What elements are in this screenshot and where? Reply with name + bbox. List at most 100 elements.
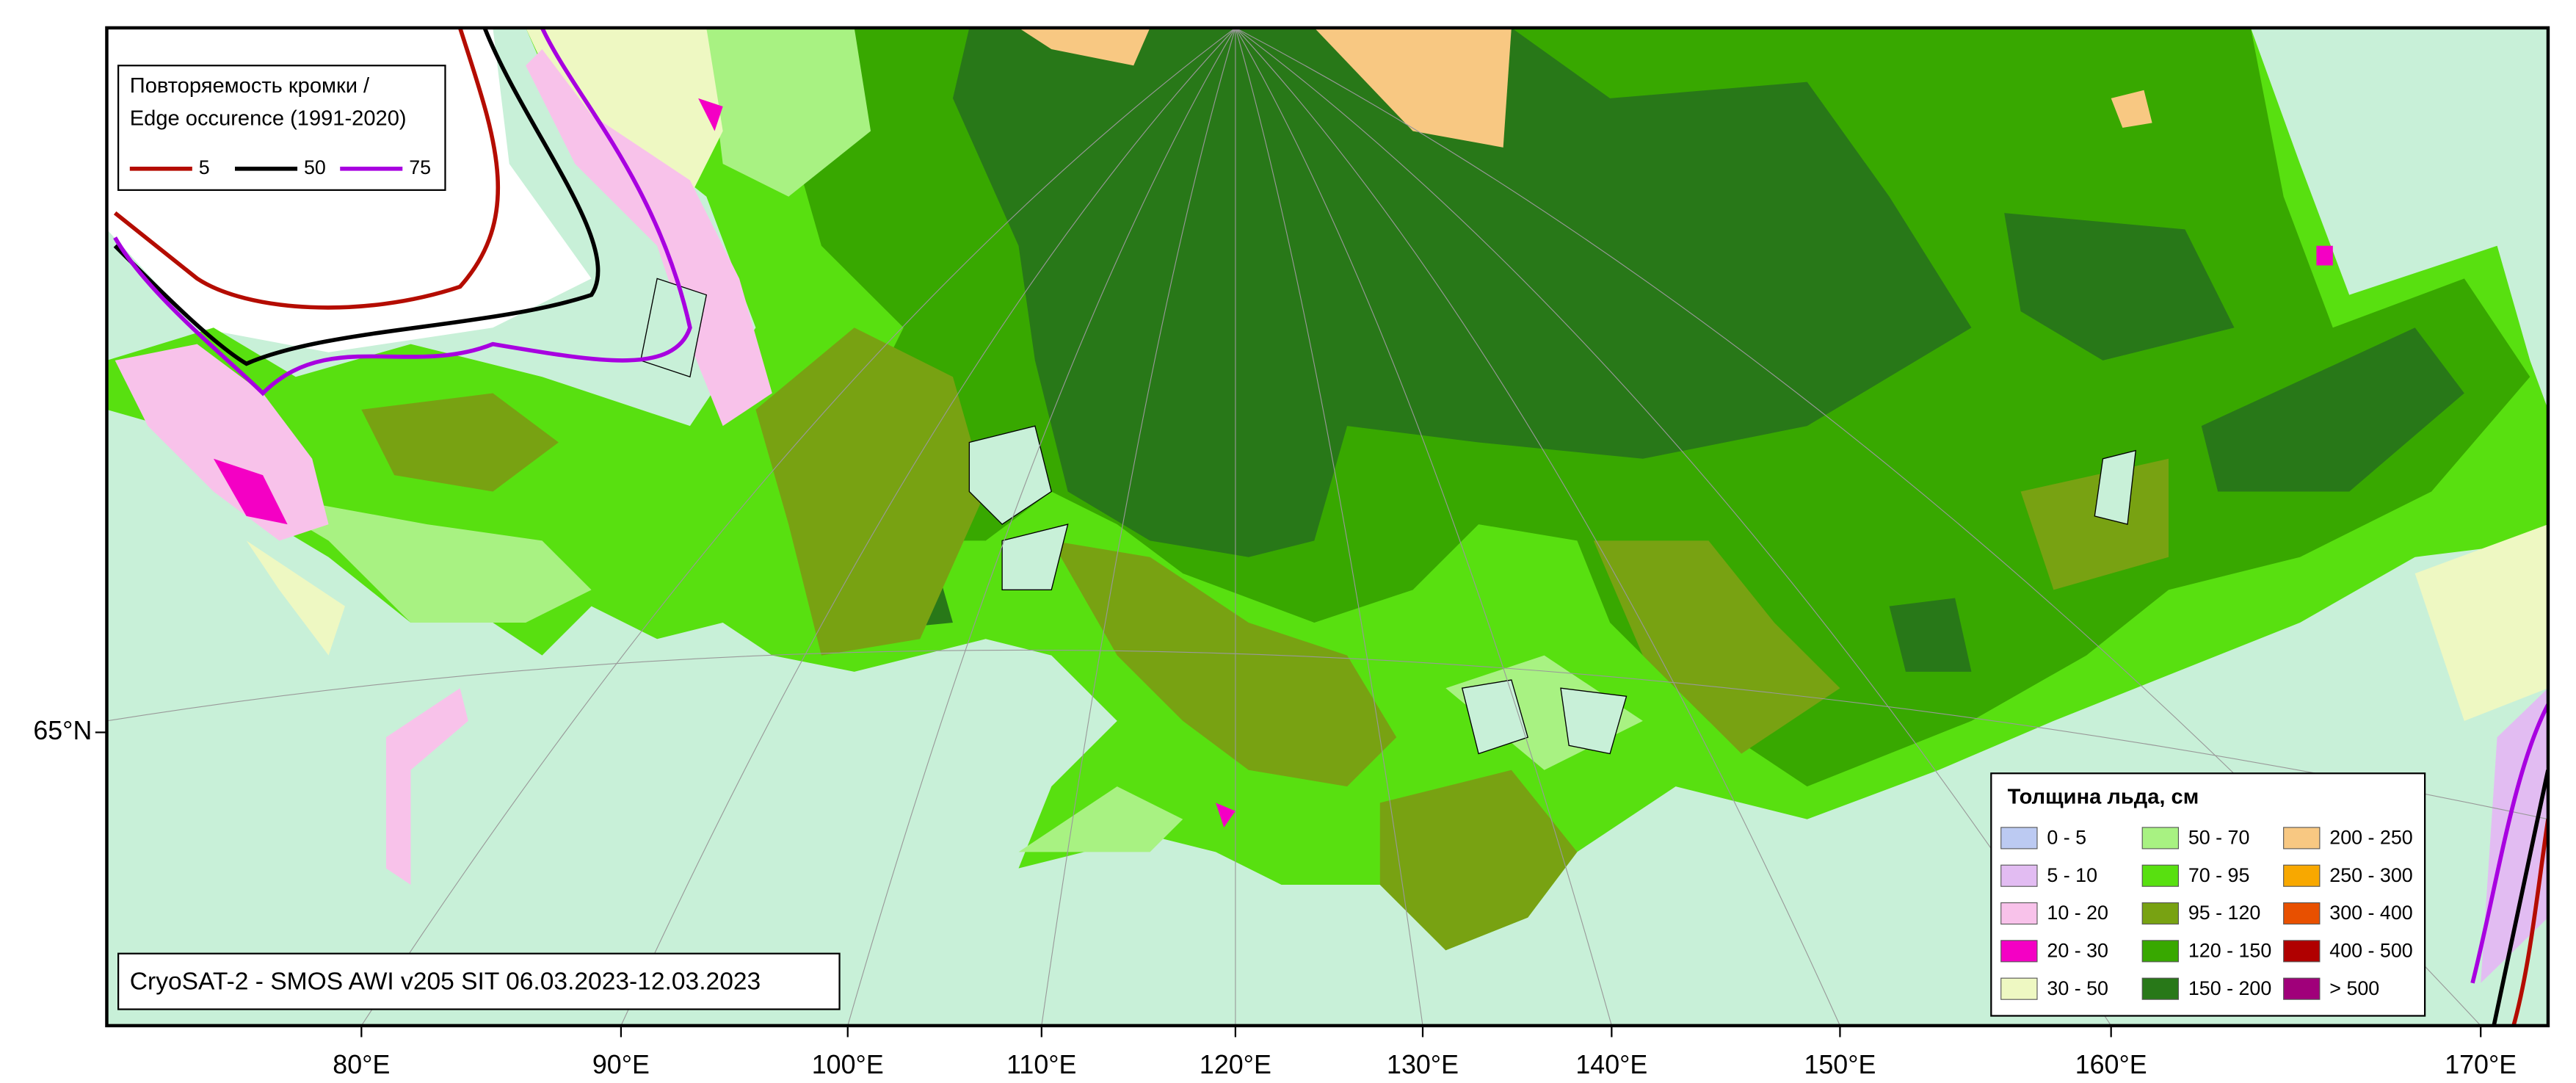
legend-label: 10 - 20 (2047, 902, 2108, 924)
x-tick-label: 130°E (1387, 1050, 1459, 1079)
y-tick-label: 65°N (33, 716, 92, 745)
x-tick-label: 110°E (1006, 1050, 1076, 1079)
edge-line (2470, 703, 2548, 984)
ice-area (1051, 540, 1397, 787)
edge-line (113, 27, 692, 396)
x-tick-label: 120°E (1200, 1050, 1271, 1079)
ice-area (115, 344, 329, 541)
ice-area (755, 327, 986, 656)
island (1560, 687, 1628, 755)
legend-label: 400 - 500 (2329, 940, 2412, 962)
ice-area (2004, 213, 2235, 361)
legend-label: 200 - 250 (2329, 827, 2412, 849)
legend-swatch (2141, 940, 2179, 963)
map-body (106, 27, 2548, 1026)
ice-area (1379, 769, 1578, 951)
ice-area (1593, 540, 1840, 754)
legend-label: 70 - 95 (2188, 864, 2250, 886)
legend-swatch (2000, 827, 2038, 850)
ice-area (1889, 598, 1972, 672)
edge-legend-title: Edge occurence (1991-2020) (130, 107, 407, 131)
ice-area (698, 98, 723, 131)
x-tick-label: 80°E (333, 1050, 390, 1079)
graticule (847, 27, 1236, 1026)
legend-swatch (2283, 977, 2321, 1000)
thickness-legend-title: Толщина льда, см (2008, 785, 2199, 808)
ice-area (213, 458, 288, 525)
legend-swatch (2000, 977, 2038, 1000)
ice-area (2414, 524, 2548, 721)
ice-area (246, 540, 345, 656)
ice-area (2201, 327, 2464, 492)
ice-area (952, 27, 1972, 557)
island (639, 278, 708, 378)
x-tick-label: 170°E (2445, 1050, 2517, 1079)
edge-legend-label: 75 (409, 156, 431, 178)
legend-swatch (2000, 864, 2038, 887)
edge-legend-title: Повторяемость кромки / (130, 74, 370, 98)
legend-label: 30 - 50 (2047, 977, 2108, 999)
edge-line (113, 27, 601, 366)
legend-label: 20 - 30 (2047, 940, 2108, 962)
legend-swatch (2141, 902, 2179, 925)
legend-label: 5 - 10 (2047, 864, 2097, 886)
x-tick-label: 90°E (592, 1050, 650, 1079)
edge-line (113, 27, 501, 310)
ice-area (2111, 90, 2152, 128)
graticule (1235, 27, 1612, 1026)
legend-swatch (2141, 827, 2179, 850)
legend-label: > 500 (2329, 977, 2379, 999)
island (1461, 679, 1529, 755)
ice-area (246, 491, 592, 623)
ice-area (706, 27, 871, 197)
ice-area (1314, 27, 1512, 148)
x-tick-label: 100°E (812, 1050, 884, 1079)
caption-box (117, 952, 841, 1010)
legend-label: 300 - 400 (2329, 902, 2412, 924)
legend-label: 50 - 70 (2188, 827, 2250, 849)
edge-line (2492, 769, 2548, 1026)
legend-swatch (2283, 864, 2321, 887)
legend-swatch (2283, 940, 2321, 963)
x-tick-label: 150°E (1804, 1050, 1876, 1079)
legend-label: 150 - 200 (2188, 977, 2271, 999)
graticule (106, 649, 2548, 820)
ice-area (1216, 803, 1236, 827)
graticule (620, 27, 1236, 1026)
legend-swatch (2000, 902, 2038, 925)
graticule (1041, 27, 1236, 1026)
edge-legend-label: 50 (304, 156, 326, 178)
graticule (1235, 27, 1423, 1026)
ice-area (361, 393, 559, 492)
legend-label: 0 - 5 (2047, 827, 2086, 849)
legend-label: 95 - 120 (2188, 902, 2260, 924)
caption: CryoSAT-2 - SMOS AWI v205 SIT 06.03.2023… (130, 968, 761, 996)
legend-swatch (2283, 827, 2321, 850)
island (2094, 449, 2137, 525)
ice-area (2481, 688, 2548, 983)
legend-swatch (2141, 864, 2179, 887)
legend-swatch (2283, 902, 2321, 925)
ice-area (1018, 27, 1150, 66)
legend-label: 120 - 150 (2188, 940, 2271, 962)
island (1001, 524, 1069, 590)
legend-label: 250 - 300 (2329, 864, 2412, 886)
edge-legend-label: 5 (199, 156, 210, 178)
frame (105, 26, 2550, 1028)
graticule (1235, 27, 1840, 1026)
legend-swatch (2000, 940, 2038, 963)
ice-area (526, 48, 772, 427)
edge-line (2511, 819, 2548, 1026)
legend-swatch (2141, 977, 2179, 1000)
ice-area (1018, 786, 1183, 852)
thickness-legend-box (1990, 772, 2426, 1017)
graticule (360, 27, 1236, 1026)
x-tick-label: 160°E (2075, 1050, 2147, 1079)
ice-area (2316, 245, 2333, 266)
graticule (1235, 27, 2112, 1026)
x-tick-label: 140°E (1575, 1050, 1647, 1079)
ice-area (385, 688, 468, 885)
ice-area (526, 27, 723, 197)
